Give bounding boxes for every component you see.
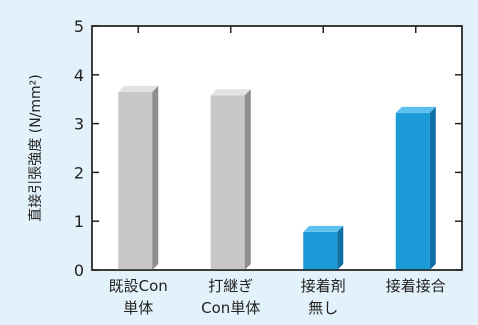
bar-top xyxy=(210,89,251,96)
x-category-label: 接着接合 xyxy=(386,277,446,295)
y-tick-label: 3 xyxy=(74,115,84,134)
bar-front xyxy=(118,91,153,270)
bar-front xyxy=(395,112,430,270)
bar-side xyxy=(152,85,159,270)
bars xyxy=(118,85,436,271)
bar-front xyxy=(210,95,245,271)
plot-frame xyxy=(91,25,463,271)
y-tick-label: 2 xyxy=(74,163,84,182)
bar-side xyxy=(337,225,344,270)
y-tick-label: 1 xyxy=(74,212,84,231)
y-tick-label: 4 xyxy=(74,66,84,85)
y-axis: 0 1 2 3 4 5 xyxy=(74,17,462,280)
x-category-label: 接着剤無し xyxy=(301,277,346,317)
bar-top xyxy=(303,225,344,232)
bar xyxy=(118,85,159,270)
bar-top xyxy=(395,106,436,113)
y-axis-title: 直接引張強度 (N/mm²) xyxy=(27,74,44,221)
bar xyxy=(210,89,251,271)
x-category-label: 打継ぎ Con単体 xyxy=(201,277,260,317)
x-category-label: 既設Con 単体 xyxy=(109,277,168,317)
bar-side xyxy=(244,89,251,271)
bar-front xyxy=(303,231,338,270)
y-tick-label: 5 xyxy=(74,17,84,36)
y-tick-label: 0 xyxy=(74,261,84,280)
bar xyxy=(303,225,344,270)
bar-top xyxy=(118,85,159,92)
bar-side xyxy=(429,106,436,270)
bar xyxy=(395,106,436,270)
